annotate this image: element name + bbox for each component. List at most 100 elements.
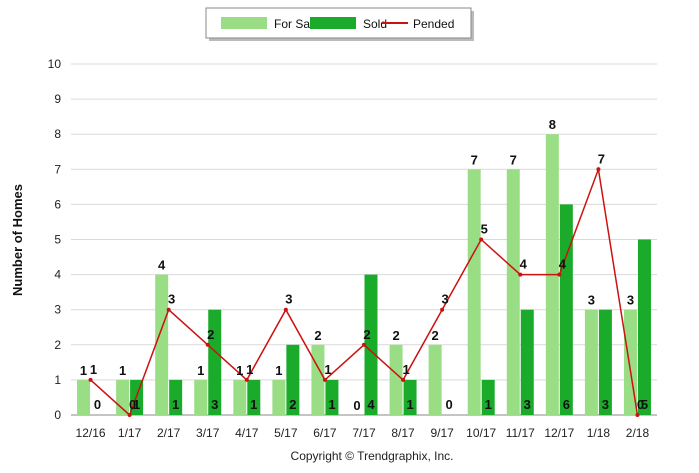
data-label-pended: 3 [442,292,449,307]
data-label-for-sale: 1 [119,363,126,378]
bar-sold [559,204,573,415]
bar-for-sale [194,379,208,415]
bar-for-sale [428,344,442,415]
x-tick-label: 2/18 [626,426,650,440]
x-tick-label: 5/17 [274,426,298,440]
x-tick-label: 1/17 [118,426,142,440]
pended-line-layer [88,166,640,417]
bar-sold [208,309,222,415]
pended-point [557,272,562,277]
data-label-pended: 0 [129,397,136,412]
pended-point [127,413,132,417]
bar-for-sale [155,274,169,415]
bar-sold [403,379,417,415]
bar-sold [637,239,651,415]
bar-sold [481,379,495,415]
data-label-pended: 7 [598,151,605,166]
pended-point [479,237,484,242]
x-tick-label: 9/17 [430,426,454,440]
bar-sold [520,309,534,415]
y-tick-label: 6 [54,197,61,211]
x-tick-label: 1/18 [587,426,611,440]
data-label-for-sale: 1 [197,363,204,378]
y-tick-label: 9 [54,92,61,106]
data-label-for-sale: 4 [158,258,166,273]
pended-point [362,342,366,347]
data-label-sold: 0 [446,397,453,412]
data-label-pended: 0 [637,397,644,412]
x-tick-labels: 12/16 1/17 2/17 3/17 4/17 5/17 6/17 7/17 8/17 9/1… [76,426,650,440]
bar-sold [325,379,339,415]
data-label-pended: 1 [402,362,409,377]
y-axis-label: Number of Homes [10,184,25,296]
data-label-for-sale: 1 [236,363,243,378]
data-label-pended: 1 [246,362,253,377]
bar-for-sale [506,169,520,415]
data-label-pended: 3 [168,292,175,307]
legend-label-pended: Pended [413,17,454,31]
data-label-for-sale: 8 [549,117,556,132]
x-tick-label: 6/17 [313,426,337,440]
bar-for-sale [77,379,91,415]
legend-label-for-sale: For Sale [274,17,320,31]
y-tick-label: 7 [54,162,61,176]
data-label-for-sale: 2 [314,328,321,343]
x-tick-label: 10/17 [466,426,496,440]
y-tick-labels: 0 1 2 3 4 5 6 7 8 9 10 [48,57,62,422]
y-tick-label: 4 [54,268,61,282]
data-label-sold: 1 [133,397,140,412]
data-label-for-sale: 0 [353,398,360,413]
bar-sold [364,274,378,415]
data-label-for-sale: 2 [392,328,399,343]
pended-point [440,307,445,312]
y-tick-label: 5 [54,233,61,247]
bar-for-sale [389,344,403,415]
pended-point [401,377,406,382]
data-label-sold: 1 [172,397,179,412]
data-label-pended: 1 [90,362,97,377]
x-tick-label: 12/17 [544,426,574,440]
pended-point [518,272,523,277]
x-tick-label: 4/17 [235,426,259,440]
data-label-sold: 6 [563,397,570,412]
x-tick-label: 3/17 [196,426,220,440]
legend-swatch-for-sale [221,17,267,29]
y-tick-label: 0 [54,408,61,422]
data-label-for-sale: 7 [471,152,478,167]
data-label-sold: 1 [485,397,492,412]
data-label-for-sale: 3 [627,293,634,308]
pended-point [166,307,171,312]
data-label-sold: 3 [524,397,531,412]
bar-sold [286,344,300,415]
y-tick-label: 2 [54,338,61,352]
pended-point [322,377,327,382]
y-tick-label: 1 [54,373,61,387]
legend: For Sale Sold Pended [205,7,474,41]
bars [77,134,651,415]
data-label-pended: 1 [324,362,331,377]
data-label-sold: 1 [406,397,413,412]
bar-sold [598,309,612,415]
data-label-sold: 5 [641,397,648,412]
bar-for-sale [584,309,598,415]
data-label-for-sale: 7 [510,152,517,167]
bar-for-sale [116,379,130,415]
pended-point [244,377,249,382]
data-label-pended: 2 [363,327,370,342]
legend-swatch-sold [310,17,356,29]
bar-sold [247,379,261,415]
data-label-sold: 3 [211,397,218,412]
data-label-sold: 1 [328,397,335,412]
bar-for-sale [272,379,286,415]
data-label-pended: 5 [481,222,488,237]
data-label-pended: 2 [207,327,214,342]
data-label-for-sale: 2 [432,328,439,343]
data-label-sold: 2 [289,397,296,412]
bar-sold [169,379,183,415]
data-label-for-sale: 3 [588,293,595,308]
bar-for-sale [311,344,325,415]
data-label-pended: 4 [520,257,528,272]
data-label-pended: 3 [285,292,292,307]
data-label-pended: 4 [559,257,567,272]
